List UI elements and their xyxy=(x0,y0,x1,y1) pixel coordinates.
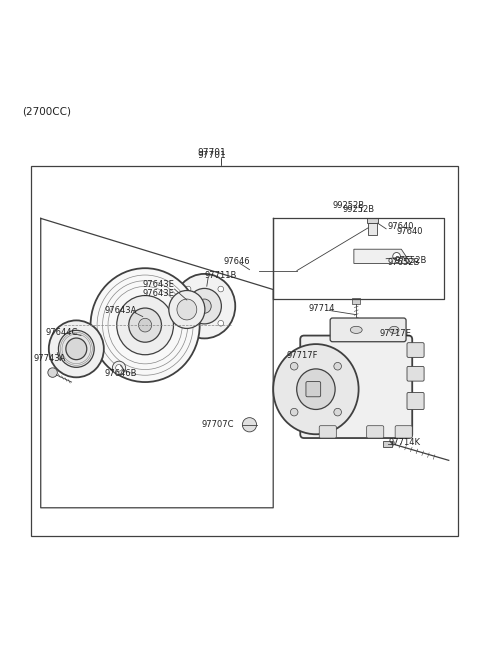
Ellipse shape xyxy=(389,326,399,333)
Text: 97643E: 97643E xyxy=(143,289,175,298)
Circle shape xyxy=(112,361,126,375)
Circle shape xyxy=(116,364,122,371)
Ellipse shape xyxy=(198,299,211,313)
Text: 97701: 97701 xyxy=(197,151,226,160)
Ellipse shape xyxy=(49,320,104,377)
FancyBboxPatch shape xyxy=(407,366,424,381)
Text: 97643E: 97643E xyxy=(143,280,175,290)
Circle shape xyxy=(218,320,224,326)
Circle shape xyxy=(242,418,257,432)
Circle shape xyxy=(218,286,224,292)
Bar xyxy=(31,166,458,536)
Text: 97640: 97640 xyxy=(387,223,414,231)
Text: (2700CC): (2700CC) xyxy=(22,107,71,117)
Text: 97707C: 97707C xyxy=(201,421,234,429)
FancyBboxPatch shape xyxy=(407,343,424,358)
FancyBboxPatch shape xyxy=(367,426,384,438)
Text: 99252B: 99252B xyxy=(333,200,365,210)
Ellipse shape xyxy=(129,308,161,342)
Text: 97717E: 97717E xyxy=(379,329,411,338)
Circle shape xyxy=(185,320,191,326)
Ellipse shape xyxy=(66,338,87,360)
Text: 97652B: 97652B xyxy=(394,255,427,265)
Text: 99252B: 99252B xyxy=(342,205,374,214)
Text: 97646B: 97646B xyxy=(105,369,137,379)
Ellipse shape xyxy=(139,318,152,332)
Text: 97652B: 97652B xyxy=(387,257,420,267)
Bar xyxy=(352,298,360,304)
Polygon shape xyxy=(354,249,411,263)
Ellipse shape xyxy=(174,274,235,339)
Circle shape xyxy=(334,408,341,416)
Text: 97714: 97714 xyxy=(309,304,336,313)
FancyBboxPatch shape xyxy=(319,426,336,438)
Circle shape xyxy=(290,408,298,416)
Ellipse shape xyxy=(188,288,221,324)
Circle shape xyxy=(185,286,191,292)
Ellipse shape xyxy=(91,268,200,382)
Circle shape xyxy=(290,362,298,370)
Bar xyxy=(368,223,377,235)
Text: 97646: 97646 xyxy=(223,257,250,265)
Ellipse shape xyxy=(297,369,335,409)
FancyBboxPatch shape xyxy=(306,382,321,397)
Text: 97643A: 97643A xyxy=(105,306,137,315)
FancyBboxPatch shape xyxy=(407,392,424,409)
Ellipse shape xyxy=(169,291,205,328)
FancyBboxPatch shape xyxy=(300,335,412,438)
Text: 97644C: 97644C xyxy=(46,328,78,337)
Text: 97717F: 97717F xyxy=(286,352,318,360)
Bar xyxy=(384,441,392,447)
Text: 97711B: 97711B xyxy=(204,271,237,280)
Bar xyxy=(367,218,378,223)
Ellipse shape xyxy=(273,344,359,434)
Text: 97714K: 97714K xyxy=(388,438,420,447)
FancyBboxPatch shape xyxy=(330,318,406,342)
Text: 97640: 97640 xyxy=(396,227,423,236)
Ellipse shape xyxy=(177,299,197,320)
Circle shape xyxy=(48,368,57,377)
Ellipse shape xyxy=(59,330,94,367)
Circle shape xyxy=(393,253,400,260)
Ellipse shape xyxy=(350,326,362,333)
Ellipse shape xyxy=(117,295,173,355)
Circle shape xyxy=(334,362,341,370)
FancyBboxPatch shape xyxy=(395,426,412,438)
Text: 97743A: 97743A xyxy=(34,354,66,363)
Text: 97701: 97701 xyxy=(197,149,226,157)
